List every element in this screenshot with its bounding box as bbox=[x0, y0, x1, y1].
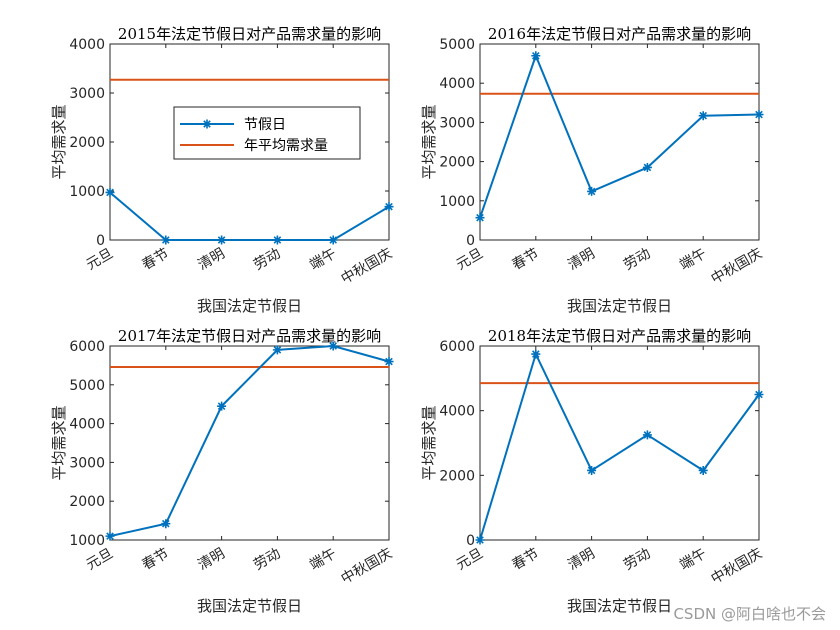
x-tick-label: 春节 bbox=[510, 546, 542, 574]
x-tick-label: 劳动 bbox=[251, 546, 283, 574]
data-point-marker bbox=[105, 187, 115, 197]
series-line bbox=[479, 52, 760, 218]
y-tick-label: 3000 bbox=[69, 86, 105, 102]
x-tick-label: 端午 bbox=[677, 546, 709, 574]
chart-title: 2015年法定节假日对产品需求量的影响 bbox=[118, 25, 381, 43]
x-tick-label: 清明 bbox=[565, 246, 597, 274]
legend-marker bbox=[202, 119, 212, 129]
y-axis-label: 平均需求量 bbox=[420, 104, 438, 179]
y-tick-label: 1000 bbox=[69, 533, 105, 549]
y-tick-label: 4000 bbox=[439, 404, 475, 420]
x-tick-label: 端午 bbox=[307, 546, 339, 574]
data-point-marker bbox=[754, 110, 764, 120]
x-tick-label: 劳动 bbox=[251, 246, 283, 274]
y-tick-label: 6000 bbox=[69, 339, 105, 355]
x-tick-label: 劳动 bbox=[621, 546, 653, 574]
watermark: CSDN @阿白啥也不会 bbox=[673, 605, 826, 623]
y-tick-label: 2000 bbox=[439, 468, 475, 484]
data-point-marker bbox=[161, 519, 171, 529]
x-tick-label: 清明 bbox=[565, 546, 597, 574]
data-point-marker bbox=[272, 345, 282, 355]
chart-title: 2017年法定节假日对产品需求量的影响 bbox=[118, 327, 381, 345]
x-tick-label: 中秋国庆 bbox=[709, 546, 765, 588]
y-tick-label: 4000 bbox=[69, 417, 105, 433]
x-tick-label: 春节 bbox=[140, 246, 172, 274]
data-point-marker bbox=[642, 162, 652, 172]
y-tick-label: 0 bbox=[96, 233, 105, 249]
y-tick-label: 4000 bbox=[69, 37, 105, 53]
data-point-marker bbox=[475, 535, 485, 545]
data-point-marker bbox=[587, 465, 597, 475]
data-point-marker bbox=[384, 202, 394, 212]
x-axis-label: 我国法定节假日 bbox=[197, 297, 302, 315]
x-axis-label: 我国法定节假日 bbox=[567, 597, 672, 615]
chart-title: 2018年法定节假日对产品需求量的影响 bbox=[488, 327, 751, 345]
data-point-marker bbox=[475, 213, 485, 223]
series-line bbox=[479, 351, 760, 541]
chart-title: 2016年法定节假日对产品需求量的影响 bbox=[488, 25, 751, 43]
data-point-marker bbox=[642, 430, 652, 440]
legend-box bbox=[173, 106, 361, 160]
data-point-marker bbox=[531, 51, 541, 61]
y-tick-label: 5000 bbox=[439, 37, 475, 53]
x-tick-label: 中秋国庆 bbox=[339, 246, 395, 288]
y-axis-label: 平均需求量 bbox=[50, 104, 68, 179]
y-axis-label: 平均需求量 bbox=[50, 405, 68, 480]
plot-area-4 bbox=[479, 345, 760, 541]
y-tick-label: 4000 bbox=[439, 76, 475, 92]
x-tick-label: 中秋国庆 bbox=[339, 546, 395, 588]
legend-label-mean: 年平均需求量 bbox=[244, 138, 328, 154]
x-tick-label: 端午 bbox=[307, 246, 339, 274]
series-line bbox=[109, 191, 390, 241]
data-point-marker bbox=[698, 465, 708, 475]
data-point-marker bbox=[698, 111, 708, 121]
x-axis-label: 我国法定节假日 bbox=[567, 297, 672, 315]
series-line bbox=[109, 344, 390, 538]
plot-area-2 bbox=[479, 43, 760, 241]
legend-label-series: 节假日 bbox=[244, 117, 286, 133]
x-tick-label: 端午 bbox=[677, 246, 709, 274]
data-point-marker bbox=[328, 235, 338, 245]
y-tick-label: 2000 bbox=[439, 155, 475, 171]
y-tick-label: 5000 bbox=[69, 378, 105, 394]
y-tick-label: 3000 bbox=[69, 455, 105, 471]
plot-area-3 bbox=[109, 345, 390, 541]
y-tick-label: 3000 bbox=[439, 115, 475, 131]
y-tick-label: 0 bbox=[466, 533, 475, 549]
y-tick-label: 1000 bbox=[69, 184, 105, 200]
y-tick-label: 0 bbox=[466, 233, 475, 249]
data-point-marker bbox=[217, 401, 227, 411]
data-point-marker bbox=[105, 531, 115, 541]
x-tick-label: 中秋国庆 bbox=[709, 246, 765, 288]
x-tick-label: 劳动 bbox=[621, 246, 653, 274]
data-point-marker bbox=[161, 235, 171, 245]
y-tick-label: 2000 bbox=[69, 494, 105, 510]
x-tick-label: 清明 bbox=[195, 246, 227, 274]
x-tick-label: 元旦 bbox=[454, 546, 486, 574]
y-axis-label: 平均需求量 bbox=[420, 405, 438, 480]
data-point-marker bbox=[384, 357, 394, 367]
x-tick-label: 春节 bbox=[510, 246, 542, 274]
x-axis-label: 我国法定节假日 bbox=[197, 597, 302, 615]
y-tick-label: 2000 bbox=[69, 135, 105, 151]
data-point-marker bbox=[531, 349, 541, 359]
x-tick-label: 春节 bbox=[140, 546, 172, 574]
data-point-marker bbox=[272, 235, 282, 245]
x-tick-label: 元旦 bbox=[454, 246, 486, 274]
data-point-marker bbox=[754, 390, 764, 399]
data-point-marker bbox=[328, 341, 338, 351]
x-tick-label: 元旦 bbox=[84, 246, 116, 274]
x-tick-label: 元旦 bbox=[84, 546, 116, 574]
y-tick-label: 6000 bbox=[439, 339, 475, 355]
x-tick-label: 清明 bbox=[195, 546, 227, 574]
data-point-marker bbox=[587, 186, 597, 196]
y-tick-label: 1000 bbox=[439, 194, 475, 210]
data-point-marker bbox=[217, 235, 227, 245]
